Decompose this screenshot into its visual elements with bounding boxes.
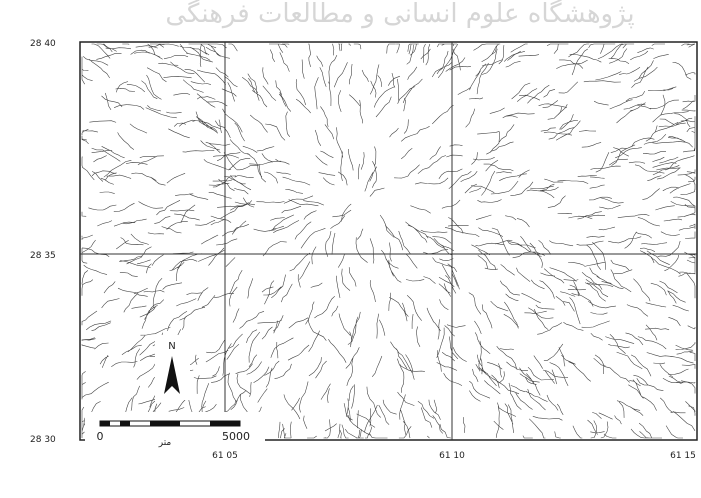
lon-label: 61 10 xyxy=(439,451,465,461)
scale-unit: متر xyxy=(158,438,172,448)
north-arrow: N xyxy=(155,335,190,400)
scale-seg xyxy=(100,421,110,426)
scale-end: 5000 xyxy=(222,430,250,443)
lon-label: 61 15 xyxy=(670,451,696,461)
north-arrow-shape xyxy=(164,356,180,394)
lat-label: 28 40 xyxy=(30,39,56,49)
lon-label: 61 05 xyxy=(212,451,238,461)
map-frame xyxy=(79,41,698,441)
lat-label: 28 35 xyxy=(30,251,56,261)
scale-bar: 0 5000 متر xyxy=(85,412,265,450)
lat-label: 28 30 xyxy=(30,435,56,445)
watermark: پژوهشگاه علوم انسانی و مطالعات فرهنگی xyxy=(165,0,634,29)
scale-seg xyxy=(150,421,180,426)
scale-start: 0 xyxy=(97,430,104,443)
north-label: N xyxy=(168,341,175,352)
scale-seg xyxy=(210,421,240,426)
scale-seg xyxy=(120,421,130,426)
scale-box xyxy=(85,412,265,450)
